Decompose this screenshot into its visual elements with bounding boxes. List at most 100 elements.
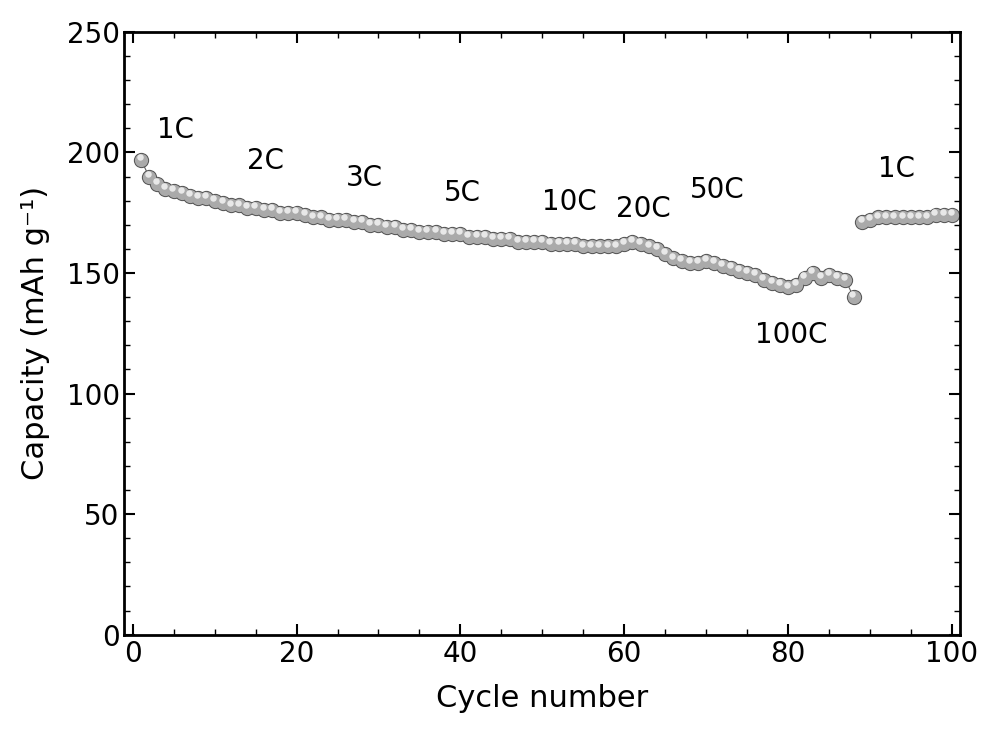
Point bbox=[149, 178, 165, 189]
Point bbox=[698, 255, 714, 266]
Point bbox=[427, 223, 443, 235]
Point bbox=[239, 202, 255, 214]
Point bbox=[403, 224, 419, 236]
Point bbox=[649, 243, 665, 255]
Point bbox=[813, 272, 829, 283]
Point bbox=[182, 190, 198, 202]
Point bbox=[182, 190, 198, 202]
Point bbox=[518, 236, 534, 247]
Point bbox=[435, 225, 451, 237]
Point bbox=[616, 238, 632, 250]
Point bbox=[944, 209, 960, 221]
Point bbox=[887, 211, 903, 223]
Point bbox=[387, 221, 403, 233]
Point bbox=[451, 225, 467, 237]
Point bbox=[239, 202, 255, 214]
Point bbox=[477, 231, 493, 243]
Text: 100C: 100C bbox=[755, 321, 828, 349]
Point bbox=[148, 175, 164, 186]
Point bbox=[362, 219, 378, 230]
Point bbox=[313, 211, 329, 223]
Point bbox=[428, 226, 444, 238]
Point bbox=[141, 170, 157, 182]
Point bbox=[870, 211, 886, 223]
Point bbox=[665, 252, 681, 264]
Point bbox=[297, 209, 313, 221]
Point bbox=[641, 241, 657, 252]
Point bbox=[328, 211, 344, 223]
Point bbox=[590, 238, 606, 250]
Point bbox=[715, 260, 731, 272]
Point bbox=[657, 248, 673, 260]
Point bbox=[715, 260, 731, 272]
Point bbox=[640, 238, 656, 250]
Point bbox=[468, 228, 484, 240]
Point bbox=[403, 224, 419, 236]
Point bbox=[862, 214, 878, 226]
Text: 5C: 5C bbox=[444, 178, 481, 206]
Point bbox=[354, 217, 370, 228]
Point bbox=[197, 189, 213, 201]
Point bbox=[648, 240, 664, 252]
Point bbox=[517, 233, 533, 244]
Point bbox=[592, 241, 608, 252]
Point bbox=[795, 269, 811, 281]
Point bbox=[936, 209, 952, 221]
Point bbox=[189, 189, 205, 201]
Point bbox=[297, 209, 313, 221]
Point bbox=[469, 231, 485, 243]
Point bbox=[533, 233, 549, 244]
Point bbox=[370, 219, 386, 230]
Text: 50C: 50C bbox=[690, 176, 745, 204]
Point bbox=[476, 228, 492, 240]
Point bbox=[631, 236, 647, 247]
Point bbox=[289, 207, 305, 219]
Point bbox=[705, 255, 721, 266]
Point bbox=[828, 269, 844, 281]
Point bbox=[836, 272, 852, 283]
Point bbox=[502, 233, 518, 245]
Point bbox=[263, 202, 279, 214]
Point bbox=[502, 233, 518, 245]
Point bbox=[289, 207, 305, 219]
Point bbox=[812, 269, 828, 281]
Point bbox=[887, 211, 903, 223]
Point bbox=[672, 252, 688, 264]
Point bbox=[566, 236, 582, 247]
Point bbox=[215, 197, 231, 209]
Point bbox=[682, 258, 698, 269]
Point bbox=[821, 269, 837, 281]
Point bbox=[387, 221, 403, 233]
Point bbox=[500, 230, 516, 242]
Point bbox=[878, 211, 894, 223]
Point bbox=[198, 192, 214, 204]
Point bbox=[534, 236, 550, 247]
Point bbox=[395, 224, 411, 236]
Point bbox=[772, 279, 788, 291]
Point bbox=[231, 200, 247, 211]
Point bbox=[739, 267, 755, 279]
Point bbox=[231, 200, 247, 211]
Text: 1C: 1C bbox=[157, 116, 194, 144]
Point bbox=[559, 238, 575, 250]
Point bbox=[436, 228, 452, 240]
Point bbox=[543, 238, 559, 250]
Point bbox=[436, 228, 452, 240]
Point bbox=[418, 223, 434, 235]
Point bbox=[246, 199, 262, 211]
Point bbox=[730, 262, 746, 274]
Point bbox=[911, 211, 927, 223]
Point bbox=[238, 199, 254, 211]
Point bbox=[379, 221, 395, 233]
Point bbox=[918, 208, 934, 220]
Point bbox=[428, 226, 444, 238]
Point bbox=[543, 238, 559, 250]
Point bbox=[157, 183, 173, 195]
Point bbox=[164, 182, 180, 194]
Point bbox=[919, 211, 935, 223]
Point bbox=[756, 275, 772, 286]
Point bbox=[788, 279, 804, 291]
Point bbox=[477, 231, 493, 243]
Point bbox=[575, 241, 591, 252]
Point bbox=[706, 258, 722, 269]
